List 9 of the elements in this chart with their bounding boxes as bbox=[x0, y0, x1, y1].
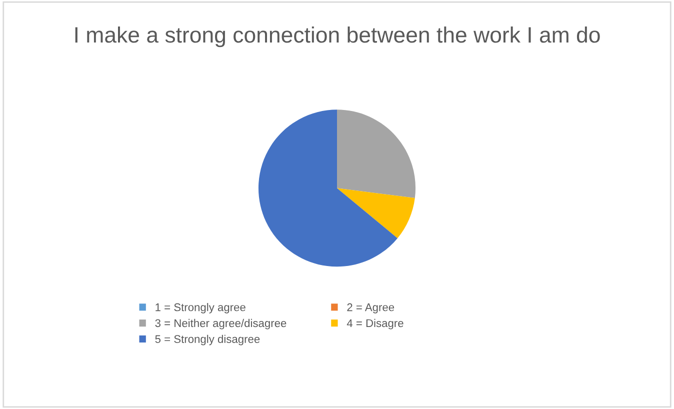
legend-label: 2 = Agree bbox=[347, 303, 394, 314]
pie-slice bbox=[337, 110, 416, 198]
chart-title: I make a strong connection between the work I am do bbox=[75, 26, 600, 48]
legend-label: 5 = Strongly disagree bbox=[155, 334, 260, 346]
pie-slice bbox=[258, 110, 398, 267]
pie-slice bbox=[337, 188, 415, 238]
legend-label: 3 = Neither agree/disagree bbox=[155, 318, 286, 330]
legend-label: 4 = Disagre bbox=[346, 318, 404, 330]
legend-label: 1 = Strongly agree bbox=[156, 303, 246, 314]
